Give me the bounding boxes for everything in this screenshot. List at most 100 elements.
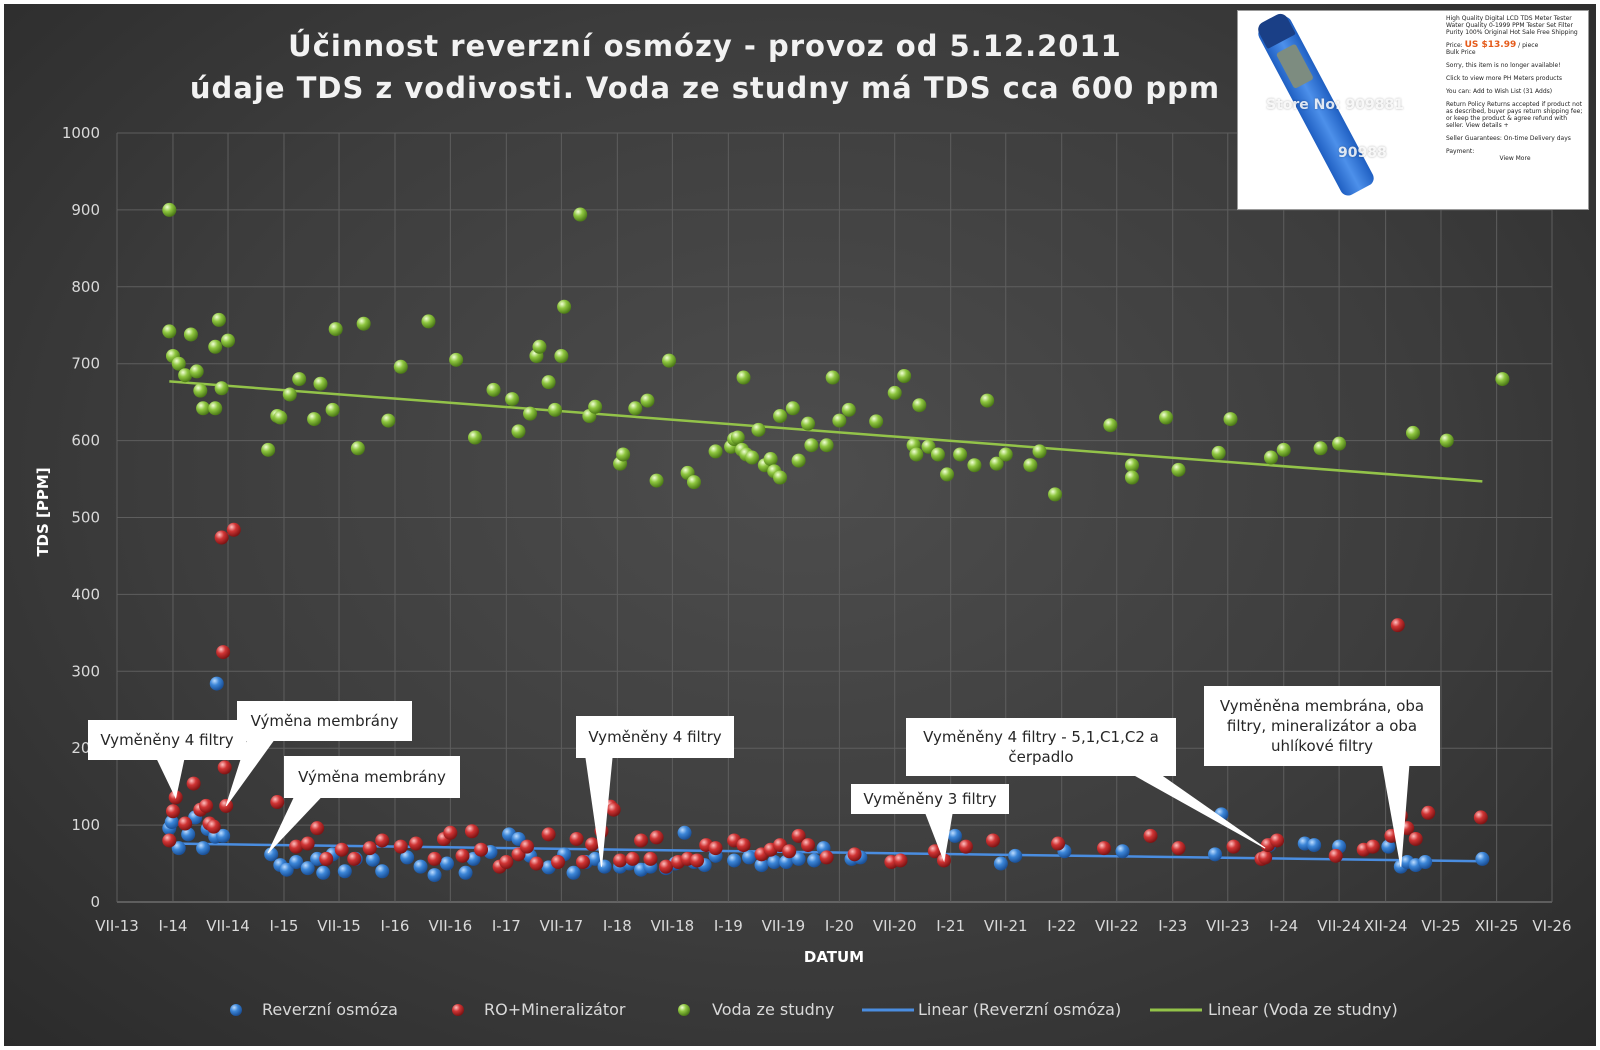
data-point-ro (279, 862, 294, 877)
data-point-rom (736, 838, 751, 853)
data-point-rom (1390, 618, 1405, 633)
data-point-rom (455, 848, 470, 863)
data-point-well (467, 430, 482, 445)
legend: Reverzní osmóza RO+Mineralizátor Voda ze s… (230, 1000, 1398, 1019)
x-tick-label: I-18 (603, 917, 632, 935)
data-point-rom (408, 836, 423, 851)
data-point-ro (767, 855, 782, 870)
data-point-rom (1051, 836, 1066, 851)
data-point-rom (310, 821, 325, 836)
annotation-text: filtry, mineralizátor a oba (1227, 717, 1417, 735)
data-point-rom (585, 837, 600, 852)
price-label: Price: (1446, 42, 1463, 49)
data-point-well (819, 438, 834, 453)
x-tick-label: I-21 (936, 917, 965, 935)
data-point-well (1313, 441, 1328, 456)
data-point-rom (162, 833, 177, 848)
data-point-well (211, 312, 226, 327)
data-point-well (1048, 487, 1063, 502)
data-point-rom (362, 841, 377, 856)
data-point-well (825, 370, 840, 385)
seller-text: On-time Delivery days (1503, 135, 1571, 142)
data-point-well (897, 369, 912, 384)
more-products-link[interactable]: Click to view more PH Meters products (1446, 75, 1562, 82)
data-point-well (751, 422, 766, 437)
data-point-well (221, 333, 236, 348)
legend-label: Linear (Voda ze studny) (1208, 1000, 1398, 1019)
annotation-box (906, 718, 1176, 776)
data-point-well (541, 375, 556, 390)
x-tick-label: I-20 (825, 917, 854, 935)
x-tick-label: XII-24 (1364, 917, 1408, 935)
data-point-rom (375, 833, 390, 848)
data-point-rom (927, 844, 942, 859)
data-point-ro (779, 855, 794, 870)
data-point-ro (413, 859, 428, 874)
data-point-well (1223, 412, 1238, 427)
data-point-well (208, 401, 223, 416)
annotation-text: Vyměněny 4 filtry - 5,1,C1,C2 a (923, 728, 1159, 746)
data-point-ro (316, 865, 331, 880)
x-tick-label: VI-25 (1421, 917, 1460, 935)
data-point-rom (634, 833, 649, 848)
data-point-ro (427, 868, 442, 883)
data-point-ro (1207, 847, 1222, 862)
data-point-well (178, 368, 193, 383)
data-point-well (785, 401, 800, 416)
data-point-well (1439, 433, 1454, 448)
data-point-ro (1115, 844, 1130, 859)
data-point-well (1211, 445, 1226, 460)
chart-title-line2: údaje TDS z vodivosti. Voda ze studny má… (190, 71, 1220, 105)
product-info: High Quality Digital LCD TDS Meter Teste… (1446, 15, 1584, 162)
data-point-rom (791, 828, 806, 843)
data-point-rom (649, 830, 664, 845)
data-point-rom (643, 851, 658, 866)
y-tick-label: 1000 (62, 124, 100, 142)
data-point-rom (178, 816, 193, 831)
data-point-well (557, 299, 572, 314)
view-more-link[interactable]: View More (1499, 155, 1531, 162)
data-point-ro (209, 676, 224, 691)
data-point-well (1124, 470, 1139, 485)
x-tick-label: I-16 (381, 917, 410, 935)
seller-row: Seller Guarantees: On-time Delivery days (1446, 135, 1584, 142)
data-point-rom (186, 776, 201, 791)
data-point-ro (1475, 851, 1490, 866)
price-unit: / piece (1518, 42, 1539, 49)
annotation-box (851, 784, 1009, 814)
data-point-rom (214, 530, 229, 545)
data-point-well (909, 447, 924, 462)
data-point-rom (847, 847, 862, 862)
data-point-well (801, 416, 816, 431)
legend-marker (678, 1004, 690, 1016)
data-point-ro (289, 855, 304, 870)
data-point-well (313, 376, 328, 391)
x-tick-label: VII-23 (1206, 917, 1250, 935)
legend-label: Reverzní osmóza (262, 1000, 398, 1019)
data-point-rom (1473, 810, 1488, 825)
data-point-well (804, 438, 819, 453)
data-point-well (554, 349, 569, 364)
data-point-ro (440, 856, 455, 871)
data-point-well (686, 475, 701, 490)
wish-list-link[interactable]: Add to Wish List (31 Adds) (1472, 88, 1553, 95)
y-tick-label: 100 (71, 816, 100, 834)
x-tick-label: VII-15 (317, 917, 361, 935)
data-point-ro (264, 847, 279, 862)
data-point-ro (337, 864, 352, 879)
data-point-rom (165, 804, 180, 819)
data-point-well (967, 458, 982, 473)
data-point-well (1406, 425, 1421, 440)
data-point-ro (400, 850, 415, 865)
data-point-rom (464, 824, 479, 839)
data-point-rom (300, 836, 315, 851)
data-point-well (763, 452, 778, 467)
x-tick-label: I-19 (714, 917, 743, 935)
watermark: Store No: 909881 (1266, 97, 1404, 113)
x-tick-label: VII-19 (762, 917, 806, 935)
y-tick-label: 400 (71, 585, 100, 603)
data-point-rom (569, 831, 584, 846)
x-tick-label: VII-20 (873, 917, 917, 935)
data-point-well (381, 413, 396, 428)
